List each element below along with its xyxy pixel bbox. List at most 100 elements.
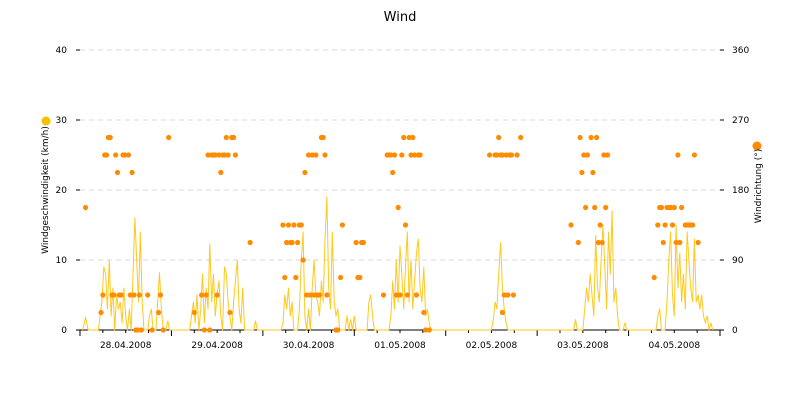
direction-point xyxy=(673,239,679,246)
direction-point xyxy=(402,222,409,228)
direction-point xyxy=(412,152,418,158)
direction-point xyxy=(103,152,110,158)
direction-point xyxy=(335,327,341,333)
direction-point xyxy=(658,204,665,211)
direction-point xyxy=(309,152,315,158)
direction-point xyxy=(503,152,509,158)
direction-point xyxy=(360,239,366,246)
direction-point xyxy=(594,134,600,141)
direction-point xyxy=(423,327,429,333)
axes: 0 10 20 30 40 0 90 180 270 360 28.04.2008 29.04.200… xyxy=(56,46,750,351)
speed-series xyxy=(82,196,714,331)
direction-point xyxy=(601,152,607,158)
direction-point xyxy=(284,239,290,246)
direction-point xyxy=(100,292,106,298)
direction-point xyxy=(388,152,394,158)
direction-point xyxy=(592,204,598,211)
direction-point xyxy=(695,239,701,246)
x-tick-label: 01.05.2008 xyxy=(374,341,426,351)
direction-point xyxy=(149,327,155,333)
direction-point xyxy=(307,292,313,298)
direction-point xyxy=(201,327,207,333)
direction-point xyxy=(671,204,677,211)
y-left-tick-label: 40 xyxy=(56,46,68,56)
direction-point xyxy=(322,152,328,158)
direction-point xyxy=(199,292,205,298)
x-tick-label: 28.04.2008 xyxy=(100,341,152,351)
direction-point xyxy=(156,309,162,316)
y-right-tick-label: 0 xyxy=(732,326,738,336)
direction-point xyxy=(207,327,213,333)
y-right-tick-label: 90 xyxy=(732,256,744,266)
direction-point xyxy=(223,134,229,141)
direction-point xyxy=(421,309,427,316)
direction-point xyxy=(395,204,401,211)
direction-point xyxy=(339,222,345,228)
direction-point xyxy=(668,204,674,211)
direction-point xyxy=(651,274,657,281)
direction-point xyxy=(413,292,420,298)
direction-point xyxy=(214,292,220,298)
direction-point xyxy=(231,134,237,141)
direction-point xyxy=(655,222,661,228)
direction-point xyxy=(568,222,574,228)
speed-legend-marker-icon xyxy=(41,116,51,126)
direction-point xyxy=(408,152,414,158)
direction-point xyxy=(221,152,228,158)
direction-point xyxy=(496,134,502,141)
chart-title: Wind xyxy=(384,10,417,25)
direction-point xyxy=(669,222,676,228)
direction-point xyxy=(191,309,197,316)
direction-point xyxy=(282,274,288,281)
direction-point xyxy=(298,222,304,228)
y-left-tick-label: 30 xyxy=(56,116,68,126)
direction-point xyxy=(391,152,398,158)
direction-point xyxy=(501,292,507,298)
direction-point xyxy=(399,152,405,158)
direction-point xyxy=(138,327,144,333)
direction-point xyxy=(111,292,117,298)
direction-point xyxy=(575,239,581,246)
direction-point xyxy=(505,292,511,298)
direction-point xyxy=(662,222,668,228)
direction-point xyxy=(406,134,412,141)
speed-line xyxy=(82,196,714,331)
direction-point xyxy=(289,239,295,246)
direction-point xyxy=(114,169,121,176)
direction-point xyxy=(508,152,515,158)
direction-point xyxy=(599,239,605,246)
direction-point xyxy=(675,152,681,158)
direction-point xyxy=(313,152,319,158)
direction-point xyxy=(304,292,310,298)
x-tick-label: 03.05.2008 xyxy=(557,341,609,351)
direction-point xyxy=(216,152,222,158)
y-right-axis-title: Windrichtung (°) xyxy=(754,149,764,224)
direction-point xyxy=(107,134,113,141)
direction-point xyxy=(127,292,133,298)
direction-point xyxy=(320,134,326,141)
direction-point xyxy=(118,292,124,298)
direction-point xyxy=(129,169,135,176)
direction-point xyxy=(499,152,505,158)
direction-legend-marker-icon xyxy=(752,141,762,151)
direction-point xyxy=(583,204,589,211)
direction-point xyxy=(417,152,423,158)
direction-point xyxy=(397,292,403,298)
direction-point xyxy=(393,292,399,298)
direction-point xyxy=(595,239,602,246)
direction-point xyxy=(291,222,297,228)
direction-point xyxy=(166,134,172,141)
y-right-tick-label: 360 xyxy=(732,46,749,56)
direction-point xyxy=(285,222,292,228)
direction-point xyxy=(518,134,524,141)
direction-point xyxy=(98,309,104,316)
direction-point xyxy=(205,152,211,158)
y-left-axis-title: Windgeschwindigkeit (km/h) xyxy=(41,126,51,254)
direction-point xyxy=(311,292,317,298)
direction-point xyxy=(316,292,323,298)
direction-point xyxy=(690,222,696,228)
direction-point xyxy=(604,152,611,158)
direction-point xyxy=(581,152,587,158)
